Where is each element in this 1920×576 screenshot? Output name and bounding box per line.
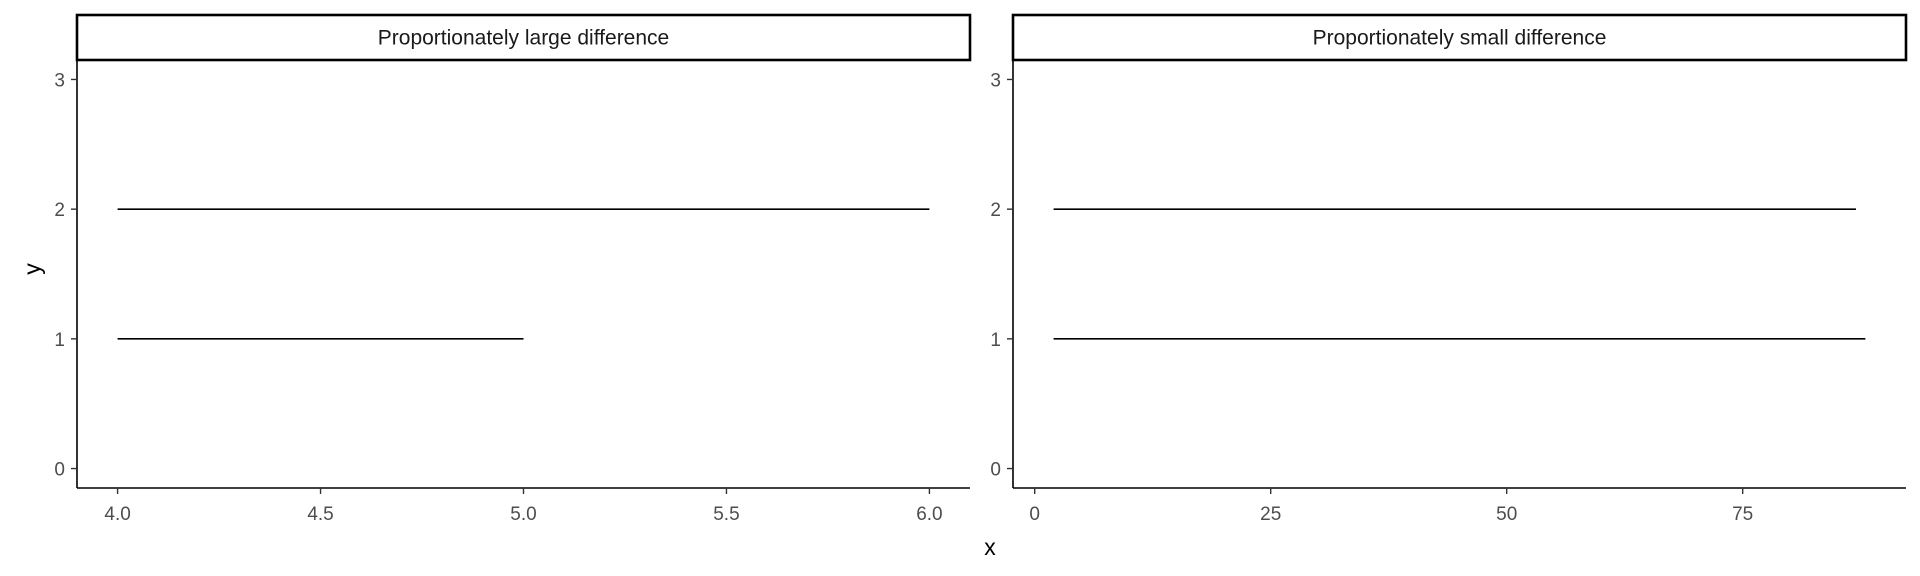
y-tick-label: 1 (990, 330, 1001, 351)
x-tick-label: 5.5 (713, 504, 739, 525)
facet-panel-2: Proportionately small difference 0 1 2 3 0 25 5… (990, 13, 1908, 525)
y-axis-title: y (19, 263, 45, 275)
facet-strip-title: Proportionately large difference (378, 27, 669, 50)
y-tick-label: 0 (990, 460, 1001, 481)
x-tick-label: 50 (1496, 504, 1517, 525)
y-tick-label: 3 (990, 70, 1001, 91)
x-tick-label: 4.5 (307, 504, 333, 525)
x-axis-title: x (984, 534, 996, 560)
y-tick-label: 1 (54, 330, 65, 351)
y-tick-label: 3 (54, 70, 65, 91)
y-tick-label: 0 (54, 460, 65, 481)
facet-strip (75, 13, 972, 62)
y-tick-label: 2 (990, 200, 1001, 221)
x-tick-label: 6.0 (916, 504, 942, 525)
y-tick-label: 2 (54, 200, 65, 221)
facet-strip (1011, 13, 1908, 62)
facet-panels: Proportionately large difference 0 1 2 3 4.0 4… (54, 13, 1908, 525)
x-tick-label: 5.0 (510, 504, 536, 525)
facet-panel-1: Proportionately large difference 0 1 2 3 4.0 4… (54, 13, 972, 525)
x-tick-label: 25 (1260, 504, 1281, 525)
facet-strip-title: Proportionately small difference (1313, 27, 1607, 50)
x-tick-label: 4.0 (104, 504, 130, 525)
x-tick-label: 75 (1732, 504, 1753, 525)
x-tick-label: 0 (1029, 504, 1040, 525)
